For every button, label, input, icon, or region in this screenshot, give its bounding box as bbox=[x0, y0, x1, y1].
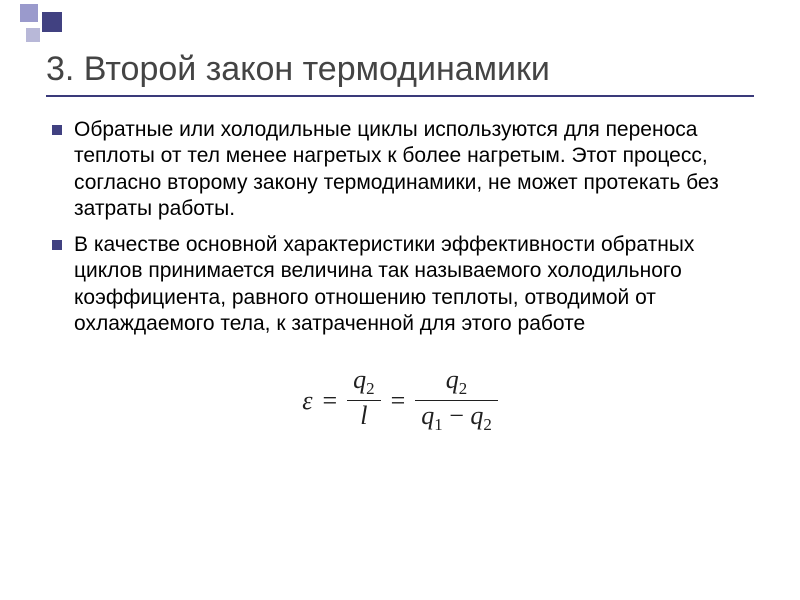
frac2-den-left-sym: q bbox=[421, 401, 434, 430]
frac2-den-right-sub: 2 bbox=[483, 415, 491, 434]
frac2-den-right-sym: q bbox=[470, 401, 483, 430]
formula-lhs: ε bbox=[302, 386, 312, 416]
decor-square-dark bbox=[42, 12, 62, 32]
decor-square-light bbox=[20, 4, 38, 22]
bullet-item: В качестве основной характеристики эффек… bbox=[46, 232, 754, 337]
minus-sign: − bbox=[449, 401, 464, 430]
frac2-num-sub: 2 bbox=[459, 379, 467, 398]
frac2-den-left-sub: 1 bbox=[434, 415, 442, 434]
title-divider bbox=[46, 95, 754, 97]
fraction-1: q2 l bbox=[347, 365, 380, 436]
equals-sign: = bbox=[391, 386, 406, 416]
bullet-item: Обратные или холодильные циклы использую… bbox=[46, 117, 754, 222]
slide-content: 3. Второй закон термодинамики Обратные и… bbox=[0, 0, 800, 436]
bullet-list: Обратные или холодильные циклы использую… bbox=[46, 117, 754, 337]
frac1-num-sub: 2 bbox=[366, 379, 374, 398]
fraction-2: q2 q1 − q2 bbox=[415, 365, 498, 436]
frac1-den-sym: l bbox=[360, 401, 367, 430]
equals-sign: = bbox=[322, 386, 337, 416]
slide-title: 3. Второй закон термодинамики bbox=[46, 50, 754, 89]
frac2-num-sym: q bbox=[446, 365, 459, 394]
formula: ε = q2 l = q2 q1 − q2 bbox=[46, 365, 754, 436]
frac1-num-sym: q bbox=[353, 365, 366, 394]
decor-square-pale bbox=[26, 28, 40, 42]
